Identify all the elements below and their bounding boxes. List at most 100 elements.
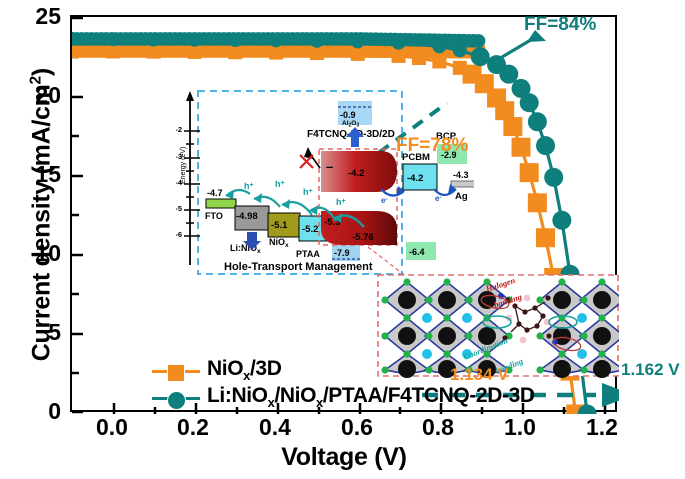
data-point — [391, 35, 406, 50]
level-al2o3 — [338, 101, 372, 125]
data-point — [350, 46, 365, 61]
data-point — [577, 404, 597, 414]
svg-text:BCP: BCP — [436, 131, 457, 142]
data-point — [511, 137, 531, 157]
data-point — [309, 33, 324, 48]
svg-text:h+: h+ — [336, 197, 346, 207]
data-point — [72, 44, 79, 59]
svg-text:-4: -4 — [176, 178, 183, 187]
level-bcp — [437, 144, 467, 164]
data-point — [503, 117, 523, 137]
svg-text:-6.4: -6.4 — [409, 247, 425, 257]
svg-text:-4.7: -4.7 — [207, 188, 223, 198]
inset-crystal-bonding-diagram: Halogen bonding Coordination bonding — [377, 274, 626, 384]
svg-text:-4.2: -4.2 — [407, 173, 423, 184]
svg-text:-4.2: -4.2 — [348, 168, 364, 179]
svg-text:h+: h+ — [244, 181, 254, 191]
legend-item-li-niox-stack[interactable]: Li:NiOx/NiOx/PTAA/F4TCNQ-2D-3D — [152, 384, 535, 411]
legend-marker-circle — [152, 387, 200, 410]
svg-text:e-: e- — [435, 194, 441, 203]
x-tick-0.4: 0.4 — [259, 414, 291, 440]
data-point — [527, 193, 547, 213]
data-point — [350, 34, 365, 49]
data-point — [269, 33, 284, 48]
svg-text:PTAA: PTAA — [296, 249, 320, 259]
svg-text:FTO: FTO — [205, 211, 223, 221]
data-point — [105, 32, 120, 47]
level-fto — [205, 198, 237, 209]
svg-text:PCBM: PCBM — [402, 152, 430, 163]
svg-text:Energy (eV): Energy (eV) — [180, 147, 187, 184]
data-point — [452, 43, 467, 58]
data-point — [146, 44, 161, 59]
data-point — [519, 163, 539, 183]
y-axis-title: Current density (mA/cm2) — [27, 68, 56, 362]
y-tick-25: 25 — [35, 3, 61, 29]
x-axis-ticks — [112, 403, 607, 414]
data-point — [474, 74, 494, 94]
level-pcbm-deep — [406, 242, 436, 260]
svg-text:Al2O3: Al2O3 — [342, 120, 359, 129]
perovskite-conduction-band — [321, 151, 397, 192]
blocked-transition — [299, 147, 321, 169]
data-point — [309, 46, 324, 61]
y-tick-5: 5 — [48, 319, 61, 345]
f4tcnq-arrow — [346, 127, 364, 147]
svg-text:NiOx: NiOx — [269, 237, 289, 249]
data-point — [495, 101, 515, 121]
data-point — [72, 31, 79, 46]
data-point — [544, 167, 564, 187]
series-li-niox-stack — [72, 31, 597, 414]
svg-text:-2: -2 — [176, 125, 182, 134]
svg-text:-4.98: -4.98 — [236, 211, 258, 222]
svg-text:h+: h+ — [275, 179, 285, 189]
y-tick-0: 0 — [48, 398, 61, 424]
y-tick-10: 10 — [35, 240, 61, 266]
svg-text:-0.9: -0.9 — [340, 110, 356, 120]
annotation-ff-high: FF=84% — [524, 14, 597, 35]
legend-item-niox-3d[interactable]: NiOx/3D — [152, 357, 535, 384]
ff-high-leader — [496, 30, 546, 62]
x-tick-0.2: 0.2 — [177, 414, 209, 440]
y-tick-20: 20 — [35, 82, 61, 108]
svg-text:-5.1: -5.1 — [271, 220, 288, 231]
data-point — [470, 47, 490, 67]
htm-caption: Hole-Transport Management — [224, 261, 373, 273]
plot-area: -2 -3 -4 -5 -6 Energy (eV) -4.7 FTO -4.9… — [70, 15, 626, 414]
data-point — [519, 93, 539, 113]
data-point — [411, 50, 426, 65]
svg-text:h+: h+ — [303, 187, 313, 197]
level-ag — [450, 180, 474, 188]
annotation-ff-low: FF=78% — [396, 135, 469, 156]
li-doping-arrow — [243, 232, 261, 250]
data-point — [146, 32, 161, 47]
data-point — [391, 48, 406, 63]
bond-highlights — [480, 294, 582, 352]
annotation-voc-low: 1.134 V — [450, 365, 509, 384]
svg-text:-2.9: -2.9 — [441, 150, 457, 160]
svg-text:-3: -3 — [176, 152, 182, 161]
level-li-niox — [234, 205, 270, 231]
data-point — [187, 44, 202, 59]
ff-low-leader-dash — [360, 101, 449, 167]
data-point — [511, 78, 531, 98]
data-point — [105, 44, 120, 59]
x-tick-1.2: 1.2 — [586, 414, 618, 440]
legend: NiOx/3D Li:NiOx/NiOx/PTAA/F4TCNQ-2D-3D — [152, 357, 535, 411]
legend-label-li-niox-stack: Li:NiOx/NiOx/PTAA/F4TCNQ-2D-3D — [207, 384, 535, 411]
svg-text:-5.2: -5.2 — [302, 224, 318, 235]
y-tick-15: 15 — [35, 161, 61, 187]
x-tick-0.0: 0.0 — [96, 414, 128, 440]
legend-label-niox-3d: NiOx/3D — [207, 357, 282, 384]
data-point — [536, 136, 556, 156]
svg-text:–: – — [326, 159, 333, 174]
voc-arrow — [422, 383, 619, 407]
electron-transport-arrows — [380, 188, 457, 197]
data-point — [187, 32, 202, 47]
inset-energy-level-diagram: -2 -3 -4 -5 -6 Energy (eV) -4.7 FTO -4.9… — [176, 89, 474, 281]
x-tick-0.6: 0.6 — [341, 414, 373, 440]
data-point — [552, 210, 572, 230]
hole-arrowheads — [226, 190, 342, 223]
svg-text:-5.76: -5.76 — [352, 232, 374, 243]
